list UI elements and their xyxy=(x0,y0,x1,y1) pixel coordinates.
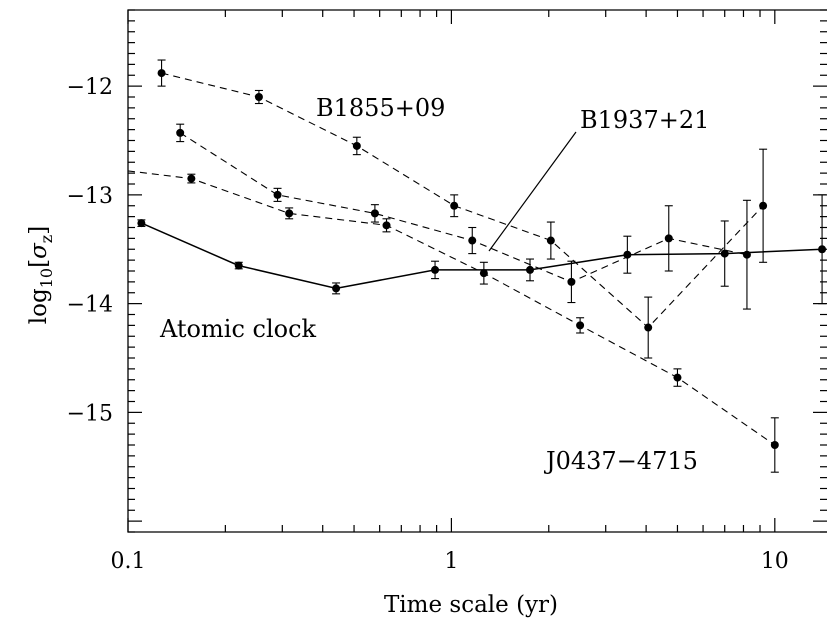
data-point xyxy=(352,141,361,150)
y-tick-label: −14 xyxy=(67,293,113,318)
annotation-b1937-pointer xyxy=(488,131,577,252)
data-point xyxy=(370,209,379,218)
series-line xyxy=(179,132,748,283)
data-point xyxy=(742,250,751,259)
annotation-atomic-clock: Atomic clock xyxy=(159,315,317,343)
data-point xyxy=(157,69,166,78)
data-point xyxy=(332,284,341,293)
data-point xyxy=(546,236,555,245)
series-3 xyxy=(127,170,779,473)
data-point xyxy=(431,265,440,274)
data-point xyxy=(382,221,391,230)
data-point xyxy=(664,234,673,243)
y-axis-ticks: −12 −13 −14 −15 xyxy=(67,9,827,533)
data-point xyxy=(176,128,185,137)
data-point xyxy=(720,249,729,258)
series-line xyxy=(127,170,776,446)
data-point xyxy=(450,201,459,210)
y-tick-label: −13 xyxy=(67,184,113,209)
data-point xyxy=(567,277,576,286)
plot-frame xyxy=(127,9,827,533)
y-tick-label: −12 xyxy=(67,75,113,100)
data-point xyxy=(234,261,243,270)
x-axis-title: Time scale (yr) xyxy=(384,592,558,618)
annotation-b1937: B1937+21 xyxy=(580,106,709,134)
annotation-j0437: J0437−4715 xyxy=(543,447,698,475)
data-point xyxy=(576,321,585,330)
y-tick-label: −15 xyxy=(67,401,113,426)
data-point xyxy=(137,219,146,228)
data-point xyxy=(818,245,827,254)
data-point xyxy=(759,201,768,210)
y-axis-title: log10[σz] xyxy=(26,226,56,324)
data-point xyxy=(285,209,294,218)
data-point xyxy=(526,265,535,274)
series-line xyxy=(141,222,823,290)
data-point xyxy=(187,174,196,183)
data-point xyxy=(673,373,682,382)
series-2 xyxy=(157,59,768,359)
data-point xyxy=(770,441,779,449)
axes-frame xyxy=(127,9,827,533)
x-tick-label: 1 xyxy=(444,549,458,574)
data-point xyxy=(254,93,263,101)
series-layer xyxy=(127,59,827,473)
data-point xyxy=(644,323,653,332)
series-4 xyxy=(176,123,751,310)
data-point xyxy=(623,250,632,259)
annotation-b1855: B1855+09 xyxy=(316,94,445,122)
x-axis-ticks: 0.1 1 10 xyxy=(111,10,789,574)
x-tick-label: 0.1 xyxy=(111,549,146,574)
data-point xyxy=(273,190,282,199)
data-point xyxy=(479,269,488,278)
data-point xyxy=(468,236,477,245)
x-tick-label: 10 xyxy=(761,549,789,574)
